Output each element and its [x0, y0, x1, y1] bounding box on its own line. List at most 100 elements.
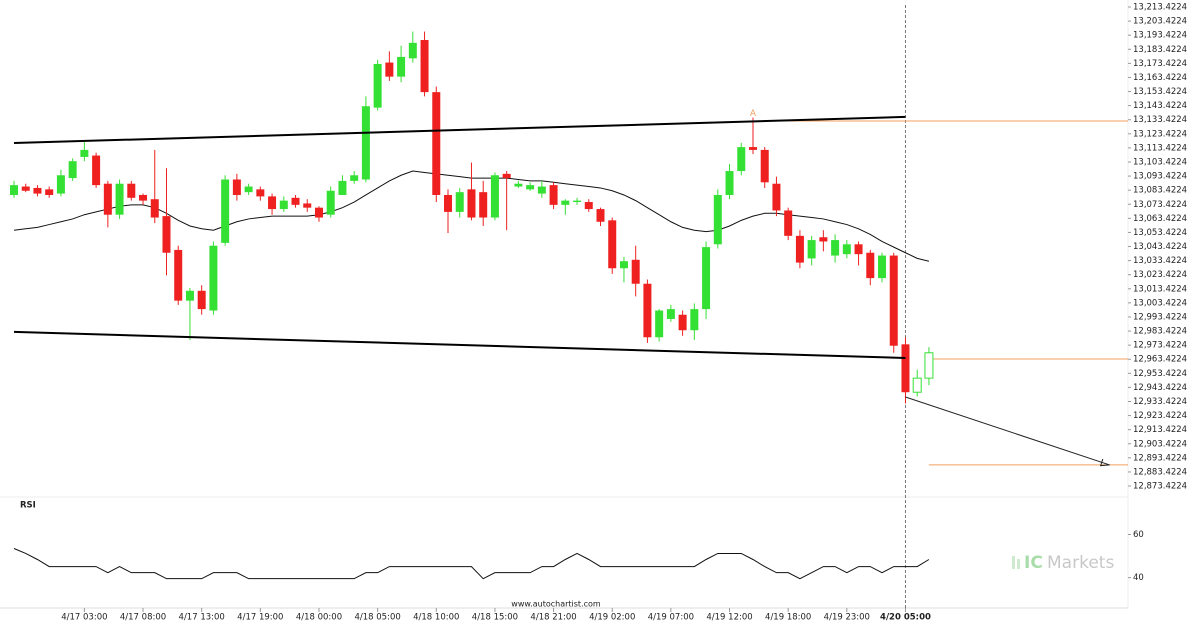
x-tick-label: 4/19 18:00 [765, 613, 811, 623]
y-tick-label: 12,903.4224 [1133, 439, 1187, 449]
candle-body [103, 183, 112, 215]
candle-body [185, 290, 194, 301]
x-tick-label: 4/18 15:00 [472, 613, 518, 623]
y-tick-label: 12,883.4224 [1133, 467, 1187, 477]
y-tick-label: 13,093.4224 [1133, 172, 1187, 182]
candle-body [397, 56, 406, 77]
candle-body [690, 309, 699, 331]
candle-body [232, 179, 241, 195]
candle-body [912, 377, 922, 393]
candle-body [268, 196, 277, 210]
trendline [13, 330, 906, 359]
candle-body [596, 209, 605, 222]
candle-body [901, 344, 910, 393]
candle-body [373, 63, 382, 108]
candle-body [878, 255, 887, 279]
candle-body [479, 192, 488, 218]
candle-body [326, 190, 335, 215]
candle-body [807, 240, 816, 259]
y-tick-label: 12,963.4224 [1133, 355, 1187, 365]
watermark-prefix: IC [1024, 553, 1043, 573]
y-tick-label: 13,133.4224 [1133, 115, 1187, 125]
candle-body [678, 314, 687, 331]
y-tick-label: 13,173.4224 [1133, 59, 1187, 69]
y-tick-label: 12,873.4224 [1133, 482, 1187, 492]
candle-body [842, 244, 851, 255]
x-tick-label: 4/17 03:00 [61, 613, 107, 623]
candle-body [819, 237, 828, 242]
y-tick-label: 13,053.4224 [1133, 228, 1187, 238]
rsi-tick-label: 60 [1133, 530, 1144, 540]
x-tick-label: 4/19 23:00 [824, 613, 870, 623]
candle-body [408, 42, 417, 59]
y-tick-label: 13,063.4224 [1133, 214, 1187, 224]
candle-body [760, 149, 769, 183]
x-tick-label: 4/17 08:00 [120, 613, 166, 623]
watermark-icon [1012, 556, 1015, 569]
candle-body [784, 210, 793, 236]
y-tick-label: 13,073.4224 [1133, 200, 1187, 210]
y-tick-label: 13,113.4224 [1133, 143, 1187, 153]
candle-body [514, 183, 523, 187]
candle-body [537, 186, 546, 194]
forecast-arrow [905, 396, 1110, 466]
y-tick-label: 12,913.4224 [1133, 425, 1187, 435]
candle-body [584, 202, 593, 210]
candle-body [115, 183, 124, 215]
candle-body [209, 245, 218, 311]
candle-body [361, 106, 370, 180]
x-tick-label: 4/20 05:00 [880, 613, 931, 623]
candle-body [854, 244, 863, 255]
candle-body [420, 40, 429, 93]
candle-body [162, 216, 171, 253]
y-tick-label: 12,983.4224 [1133, 327, 1187, 337]
candle-body [127, 183, 136, 198]
candle-body [291, 197, 300, 205]
candle-body [643, 283, 652, 338]
candle-body [702, 247, 711, 310]
candle-body [279, 200, 288, 210]
candle-body [385, 62, 394, 77]
y-tick-label: 12,993.4224 [1133, 312, 1187, 322]
candle-body [608, 220, 617, 269]
candle-body [772, 183, 781, 211]
y-tick-label: 12,933.4224 [1133, 397, 1187, 407]
watermark-name: Markets [1047, 553, 1114, 573]
x-tick-label: 4/18 05:00 [354, 613, 400, 623]
candle-body [455, 192, 464, 212]
rsi-tick-label: 40 [1133, 573, 1144, 583]
candle-body [338, 180, 347, 195]
candle-body [56, 175, 65, 194]
y-tick-label: 13,103.4224 [1133, 157, 1187, 167]
candle-body [924, 352, 934, 379]
candle-body [197, 290, 206, 310]
y-tick-label: 12,923.4224 [1133, 411, 1187, 421]
candle-body [748, 147, 757, 150]
x-tick-label: 4/19 07:00 [648, 613, 694, 623]
y-tick-label: 13,043.4224 [1133, 242, 1187, 252]
candle-body [174, 249, 183, 301]
candle-body [45, 189, 54, 195]
x-tick-label: 4/18 00:00 [296, 613, 342, 623]
y-tick-label: 12,973.4224 [1133, 341, 1187, 351]
candle-body [80, 149, 89, 157]
y-tick-label: 13,203.4224 [1133, 17, 1187, 27]
y-tick-label: 13,143.4224 [1133, 101, 1187, 111]
candle-body [866, 252, 875, 279]
candle-body [150, 199, 159, 218]
watermark-icon [1017, 559, 1020, 569]
y-tick-label: 12,893.4224 [1133, 453, 1187, 463]
x-tick-label: 4/19 12:00 [706, 613, 752, 623]
candle-body [795, 235, 804, 263]
candle-body [631, 259, 640, 284]
y-tick-label: 13,193.4224 [1133, 31, 1187, 41]
candle-body [10, 185, 18, 195]
candle-body [139, 194, 148, 201]
pattern-point-label: A [750, 109, 757, 119]
candle-body [889, 255, 898, 346]
y-tick-label: 12,953.4224 [1133, 369, 1187, 379]
y-tick-label: 13,013.4224 [1133, 284, 1187, 294]
trendline [13, 115, 906, 144]
candle-body [549, 185, 558, 205]
